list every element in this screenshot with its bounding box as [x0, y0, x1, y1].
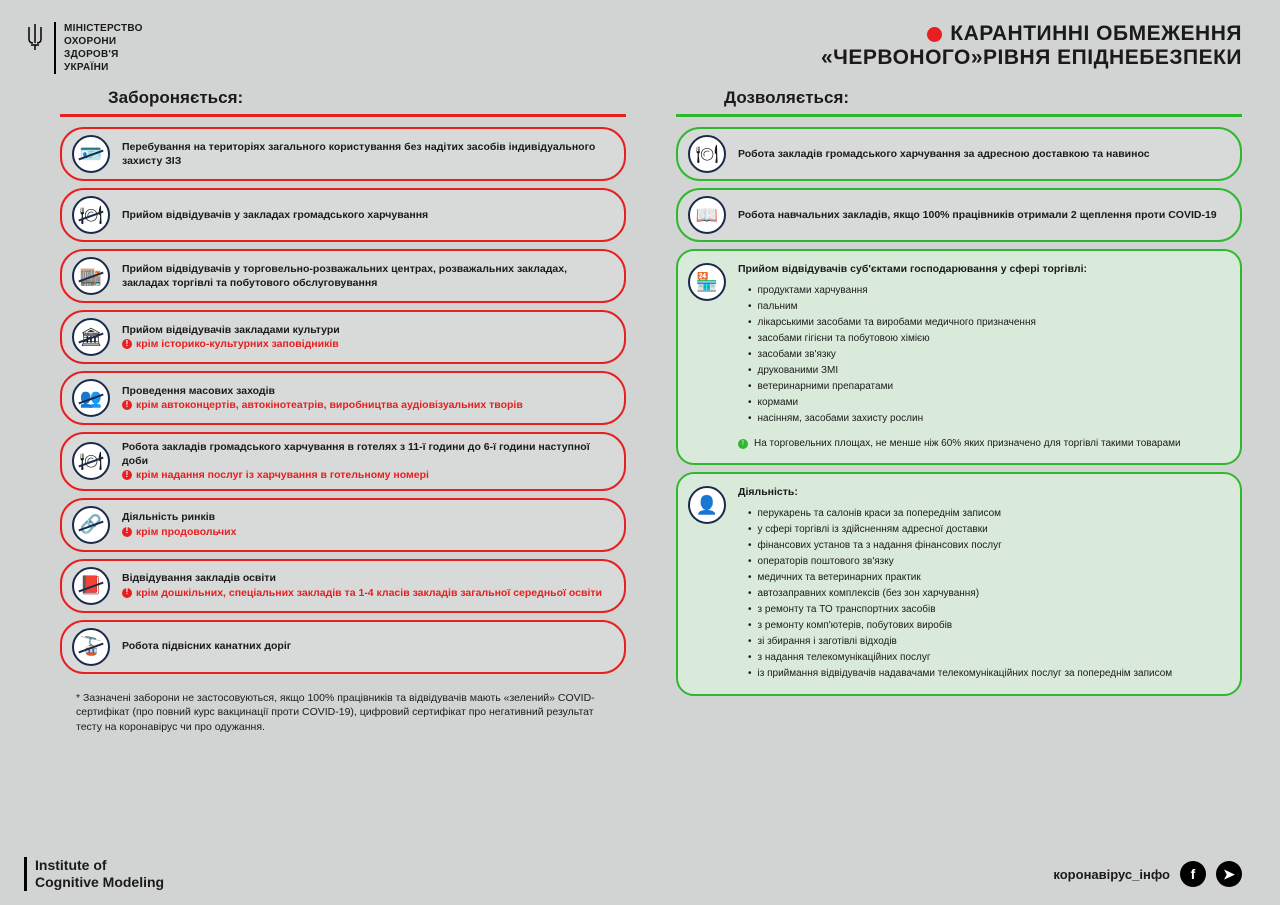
list-item: у сфері торгівлі із здійсненням адресної…	[748, 522, 1226, 538]
prohibited-footnote: * Зазначені заборони не застосовуються, …	[60, 681, 626, 735]
activity-title: Діяльність:	[738, 486, 1226, 498]
trade-note: !На торговельних площах, не менше ніж 60…	[738, 437, 1226, 451]
socials: коронавірус_інфо f ➤	[1053, 861, 1242, 887]
activity-icon: 👤	[688, 486, 726, 524]
prohibited-text: Прийом відвідувачів у торговельно-розваж…	[122, 262, 612, 290]
list-item: насінням, засобами захисту рослин	[748, 411, 1226, 427]
prohibited-text: Робота підвісних канатних доріг	[122, 639, 612, 653]
prohibited-text: Перебування на територіях загального кор…	[122, 140, 612, 168]
prohibited-text: Діяльність ринків!крім продовольчих	[122, 510, 612, 538]
prohibited-item: 🍽 Прийом відвідувачів у закладах громадсь…	[60, 188, 626, 242]
list-item: ветеринарними препаратами	[748, 379, 1226, 395]
prohibited-item: 🏬 Прийом відвідувачів у торговельно-розва…	[60, 249, 626, 303]
prohibited-icon: 🚡	[72, 628, 110, 666]
prohibited-item: 🏛 Прийом відвідувачів закладами культури!…	[60, 310, 626, 364]
allowed-item: 🍽 Робота закладів громадського харчування…	[676, 127, 1242, 181]
trade-icon: 🏪	[688, 263, 726, 301]
list-item: перукарень та салонів краси за попередні…	[748, 506, 1226, 522]
prohibited-item: 🚡 Робота підвісних канатних доріг	[60, 620, 626, 674]
list-item: з ремонту комп'ютерів, побутових виробів	[748, 618, 1226, 634]
allowed-icon: 📖	[688, 196, 726, 234]
hashtag: коронавірус_інфо	[1053, 867, 1170, 882]
prohibited-header: Забороняється:	[60, 84, 626, 117]
footer: Institute of Cognitive Modeling коронаві…	[0, 857, 1280, 891]
prohibited-icon: 🏬	[72, 257, 110, 295]
prohibited-item: 🪪 Перебування на територіях загального ко…	[60, 127, 626, 181]
prohibited-item: 📕 Відвідування закладів освіти!крім дошкі…	[60, 559, 626, 613]
allowed-header: Дозволяється:	[676, 84, 1242, 117]
trident-icon	[24, 22, 46, 52]
page-title: КАРАНТИННІ ОБМЕЖЕННЯ «ЧЕРВОНОГО»РІВНЯ ЕП…	[821, 22, 1242, 70]
prohibited-item: 👥 Проведення масових заходів!крім автокон…	[60, 371, 626, 425]
header: МІНІСТЕРСТВО ОХОРОНИ ЗДОРОВ'Я УКРАЇНИ КА…	[0, 0, 1280, 84]
list-item: друкованими ЗМІ	[748, 363, 1226, 379]
prohibited-icon: 🔗	[72, 506, 110, 544]
allowed-column: Дозволяється: 🍽 Робота закладів громадськ…	[676, 84, 1242, 735]
allowed-activity-block: 👤 Діяльність: перукарень та салонів крас…	[676, 472, 1242, 696]
allowed-icon: 🍽	[688, 135, 726, 173]
list-item: автозаправних комплексів (без зон харчув…	[748, 586, 1226, 602]
list-item: засобами зв'язку	[748, 347, 1226, 363]
list-item: лікарськими засобами та виробами медично…	[748, 315, 1226, 331]
list-item: пальним	[748, 299, 1226, 315]
telegram-icon[interactable]: ➤	[1216, 861, 1242, 887]
prohibited-icon: 🍽	[72, 196, 110, 234]
prohibited-text: Прийом відвідувачів у закладах громадськ…	[122, 208, 612, 222]
allowed-text: Робота закладів громадського харчування …	[738, 147, 1228, 161]
prohibited-icon: 🪪	[72, 135, 110, 173]
allowed-item: 📖 Робота навчальних закладів, якщо 100% п…	[676, 188, 1242, 242]
activity-list: перукарень та салонів краси за попередні…	[738, 506, 1226, 682]
prohibited-item: 🔗 Діяльність ринків!крім продовольчих	[60, 498, 626, 552]
ministry-name: МІНІСТЕРСТВО ОХОРОНИ ЗДОРОВ'Я УКРАЇНИ	[54, 22, 143, 74]
prohibited-icon: 🍽	[72, 442, 110, 480]
list-item: засобами гігієни та побутовою хімією	[748, 331, 1226, 347]
exception-dot-icon: !	[122, 588, 132, 598]
list-item: фінансових установ та з надання фінансов…	[748, 538, 1226, 554]
institute-logo: Institute of Cognitive Modeling	[24, 857, 164, 891]
prohibited-text: Робота закладів громадського харчування …	[122, 440, 612, 483]
allowed-text: Робота навчальних закладів, якщо 100% пр…	[738, 208, 1228, 222]
exception-dot-icon: !	[122, 470, 132, 480]
prohibited-text: Відвідування закладів освіти!крім дошкіл…	[122, 571, 612, 599]
exception-dot-icon: !	[122, 339, 132, 349]
prohibited-icon: 👥	[72, 379, 110, 417]
ok-dot-icon: !	[738, 439, 748, 449]
list-item: продуктами харчування	[748, 283, 1226, 299]
trade-title: Прийом відвідувачів суб'єктами господарю…	[738, 263, 1226, 275]
facebook-icon[interactable]: f	[1180, 861, 1206, 887]
list-item: із приймання відвідувачів надавачами тел…	[748, 666, 1226, 682]
list-item: з ремонту та ТО транспортних засобів	[748, 602, 1226, 618]
prohibited-text: Проведення масових заходів!крім автоконц…	[122, 384, 612, 412]
list-item: кормами	[748, 395, 1226, 411]
list-item: зі збирання і заготівлі відходів	[748, 634, 1226, 650]
exception-dot-icon: !	[122, 527, 132, 537]
exception-dot-icon: !	[122, 400, 132, 410]
list-item: медичних та ветеринарних практик	[748, 570, 1226, 586]
allowed-trade-block: 🏪 Прийом відвідувачів суб'єктами господа…	[676, 249, 1242, 465]
prohibited-icon: 🏛	[72, 318, 110, 356]
list-item: операторів поштового зв'язку	[748, 554, 1226, 570]
prohibited-column: Забороняється: 🪪 Перебування на територія…	[60, 84, 626, 735]
ministry-logo-block: МІНІСТЕРСТВО ОХОРОНИ ЗДОРОВ'Я УКРАЇНИ	[24, 22, 143, 74]
prohibited-text: Прийом відвідувачів закладами культури!к…	[122, 323, 612, 351]
prohibited-icon: 📕	[72, 567, 110, 605]
prohibited-item: 🍽 Робота закладів громадського харчування…	[60, 432, 626, 491]
content-columns: Забороняється: 🪪 Перебування на територія…	[0, 84, 1280, 735]
trade-list: продуктами харчуванняпальнимлікарськими …	[738, 283, 1226, 427]
red-level-dot-icon	[927, 27, 942, 42]
list-item: з надання телекомунікаційних послуг	[748, 650, 1226, 666]
